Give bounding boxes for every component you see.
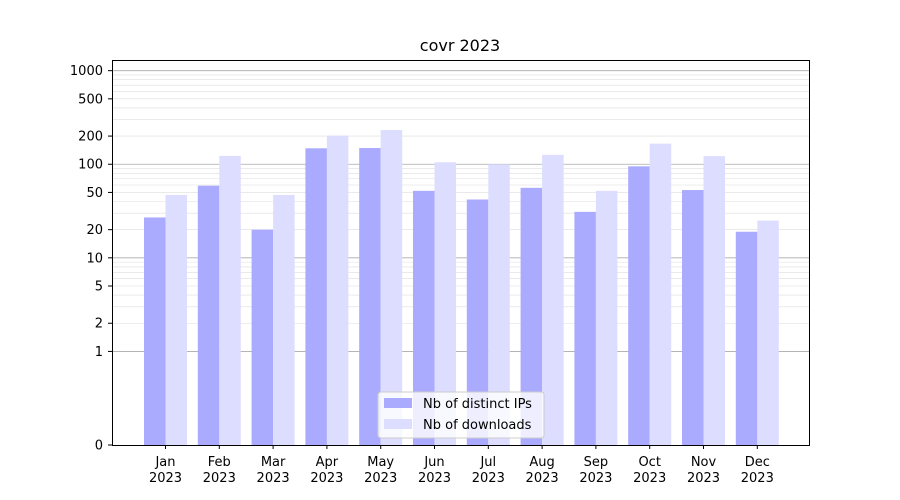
bar-downloads-jan bbox=[165, 194, 187, 445]
legend: Nb of distinct IPs Nb of downloads bbox=[377, 391, 545, 439]
x-tick-sublabel: 2023 bbox=[418, 471, 451, 486]
x-tick-label: Dec bbox=[745, 455, 770, 470]
legend-swatch bbox=[384, 398, 412, 408]
bars bbox=[144, 130, 779, 446]
y-tick-label: 200 bbox=[78, 130, 103, 145]
x-tick-sublabel: 2023 bbox=[472, 471, 505, 486]
legend-label: Nb of downloads bbox=[423, 418, 532, 433]
bar-downloads-feb bbox=[219, 155, 241, 445]
x-tick-label: Jul bbox=[479, 455, 496, 470]
x-tick-label: Aug bbox=[529, 455, 554, 470]
y-tick-label: 0 bbox=[95, 439, 103, 454]
bar-distinct-ips-oct bbox=[628, 166, 650, 445]
legend-swatch bbox=[384, 419, 412, 429]
x-tick-label: Sep bbox=[584, 455, 609, 470]
y-tick-label: 2 bbox=[95, 317, 103, 332]
x-tick-sublabel: 2023 bbox=[310, 471, 343, 486]
x-tick-label: Jun bbox=[423, 455, 444, 470]
x-tick-sublabel: 2023 bbox=[364, 471, 397, 486]
x-tick-label: Jan bbox=[154, 455, 175, 470]
x-tick-sublabel: 2023 bbox=[633, 471, 666, 486]
bar-downloads-may bbox=[380, 130, 403, 445]
bar-distinct-ips-nov bbox=[682, 190, 704, 445]
x-tick-sublabel: 2023 bbox=[257, 471, 290, 486]
x-tick-sublabel: 2023 bbox=[203, 471, 236, 486]
bar-downloads-nov bbox=[703, 156, 725, 445]
plot-frame bbox=[112, 60, 810, 446]
bar-distinct-ips-jul bbox=[466, 199, 489, 445]
bar-downloads-oct bbox=[649, 143, 672, 445]
bar-distinct-ips-apr bbox=[305, 148, 327, 446]
x-tick-label: Apr bbox=[316, 455, 339, 470]
x-tick-label: Mar bbox=[261, 455, 286, 470]
legend-box bbox=[377, 391, 545, 439]
bar-downloads-jun bbox=[434, 162, 456, 446]
y-tick-label: 50 bbox=[86, 186, 103, 201]
y-tick-label: 100 bbox=[78, 158, 103, 173]
bar-downloads-dec bbox=[757, 220, 779, 445]
bar-downloads-apr bbox=[326, 135, 349, 445]
y-tick-label: 20 bbox=[86, 223, 103, 238]
bar-distinct-ips-mar bbox=[251, 229, 274, 445]
y-tick-label: 5 bbox=[95, 280, 103, 295]
x-tick-label: Feb bbox=[208, 455, 231, 470]
y-tick-label: 1000 bbox=[70, 64, 103, 79]
bar-distinct-ips-jun bbox=[413, 190, 435, 445]
x-tick-label: Nov bbox=[691, 455, 717, 470]
bar-downloads-jul bbox=[488, 164, 510, 445]
y-tick-label: 10 bbox=[86, 251, 103, 266]
y-tick-label: 500 bbox=[78, 92, 103, 107]
x-axis: Jan2023Feb2023Mar2023Apr2023May2023Jun20… bbox=[149, 445, 774, 486]
x-tick-sublabel: 2023 bbox=[687, 471, 720, 486]
y-tick-label: 1 bbox=[95, 345, 103, 360]
y-axis: 0 1 2 5 10 20 50 100 200 500 1000 bbox=[70, 64, 112, 454]
bar-distinct-ips-feb bbox=[197, 185, 220, 446]
legend-label: Nb of distinct IPs bbox=[423, 397, 532, 412]
x-tick-sublabel: 2023 bbox=[579, 471, 612, 486]
chart-title: covr 2023 bbox=[420, 36, 500, 55]
x-tick-sublabel: 2023 bbox=[149, 471, 182, 486]
x-tick-label: Oct bbox=[638, 455, 660, 470]
bar-distinct-ips-dec bbox=[735, 231, 758, 445]
bar-distinct-ips-jan bbox=[144, 217, 166, 445]
x-tick-label: May bbox=[367, 455, 394, 470]
bar-distinct-ips-sep bbox=[574, 211, 596, 445]
bar-downloads-aug bbox=[542, 154, 564, 445]
x-tick-sublabel: 2023 bbox=[741, 471, 774, 486]
bar-distinct-ips-aug bbox=[520, 187, 543, 445]
x-tick-sublabel: 2023 bbox=[526, 471, 559, 486]
bar-distinct-ips-may bbox=[359, 148, 381, 445]
bar-downloads-sep bbox=[595, 190, 618, 445]
bar-downloads-mar bbox=[273, 194, 295, 445]
